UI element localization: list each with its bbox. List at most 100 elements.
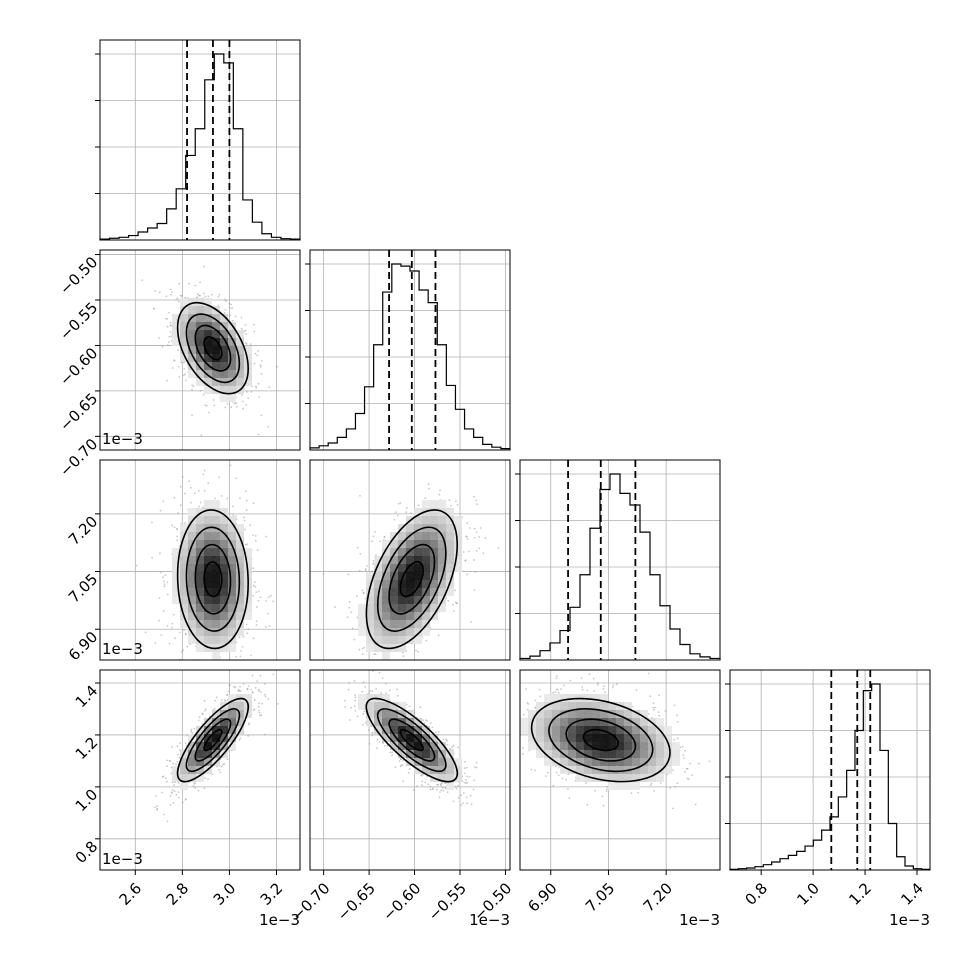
sample-point	[163, 580, 165, 583]
sample-point	[452, 800, 455, 803]
density-cell	[180, 548, 188, 556]
density-cell	[212, 742, 220, 750]
density-cell	[406, 572, 414, 580]
sample-point	[264, 695, 267, 698]
sample-point	[473, 527, 476, 530]
sample-point	[228, 683, 231, 686]
density-cell	[172, 548, 180, 556]
density-cell	[212, 750, 220, 758]
density-cell	[228, 370, 236, 378]
sample-point	[183, 368, 186, 370]
density-cell	[414, 580, 422, 588]
density-cell	[414, 604, 422, 612]
sample-point	[348, 682, 350, 685]
sample-point	[250, 391, 253, 393]
sample-point	[252, 584, 255, 587]
density-cell	[188, 532, 196, 540]
sample-point	[473, 536, 476, 539]
density-cell	[382, 540, 390, 548]
density-cell	[180, 572, 188, 580]
sample-point	[250, 688, 252, 691]
sample-point	[259, 714, 261, 717]
sample-point	[359, 494, 361, 497]
density-cell	[228, 516, 236, 524]
density-cell	[366, 588, 374, 596]
density-cell	[220, 572, 228, 580]
sample-point	[251, 691, 254, 693]
sample-point	[439, 791, 441, 793]
sample-point	[265, 626, 267, 628]
density-cell	[374, 588, 382, 596]
sample-point	[272, 600, 275, 603]
sample-point	[169, 324, 172, 327]
sample-point	[362, 723, 364, 726]
density-cell	[406, 580, 414, 588]
scatter-layer	[154, 670, 300, 823]
density-cell	[220, 370, 228, 378]
density-cell	[244, 612, 252, 620]
density-cell	[228, 710, 236, 718]
sample-point	[258, 396, 261, 398]
sample-point	[371, 676, 373, 678]
sample-point	[220, 765, 223, 768]
sample-point	[185, 633, 187, 636]
density-cell	[390, 596, 398, 604]
density-cell	[220, 516, 228, 524]
density-cell	[196, 508, 204, 516]
density-cell	[204, 628, 212, 636]
density-cell	[438, 516, 446, 524]
density-cell	[446, 540, 454, 548]
sample-point	[161, 576, 164, 579]
sample-point	[258, 590, 260, 593]
sample-point	[159, 552, 161, 555]
sample-point	[177, 349, 180, 352]
y-tick-label: 7.05	[65, 570, 101, 606]
density-cell	[196, 572, 204, 580]
density-cell	[220, 524, 228, 532]
sample-point	[171, 746, 174, 748]
sample-point	[169, 288, 172, 291]
sample-point	[159, 509, 162, 512]
density-cell	[374, 644, 382, 652]
sample-point	[247, 628, 250, 631]
sample-point	[229, 314, 231, 317]
density-cell	[204, 370, 212, 378]
sample-point	[229, 464, 232, 467]
sample-point	[398, 666, 400, 668]
sample-point	[420, 774, 423, 777]
sample-point	[201, 663, 203, 665]
sample-point	[217, 296, 220, 298]
sample-point	[497, 547, 500, 549]
sample-point	[473, 589, 476, 591]
density-cell	[422, 532, 430, 540]
density-cell	[220, 580, 228, 588]
sample-point	[464, 782, 467, 785]
density-cell	[188, 774, 196, 782]
density-cell	[172, 330, 180, 338]
sample-point	[473, 495, 475, 498]
density-cell	[446, 508, 454, 516]
y-tick-label: 6.90	[65, 628, 101, 664]
density-cell	[212, 314, 220, 322]
density-cell	[220, 386, 228, 394]
density-cell	[212, 564, 220, 572]
sample-point	[402, 780, 404, 783]
sample-point	[246, 667, 248, 669]
sample-point	[371, 731, 373, 734]
sample-point	[212, 673, 214, 675]
density-cell	[196, 580, 204, 588]
sample-point	[215, 674, 217, 676]
density-cell	[188, 580, 196, 588]
contour-3	[176, 697, 249, 783]
sample-point	[199, 389, 202, 392]
density-cell	[196, 742, 204, 750]
y-tick-label: 0.8	[72, 837, 102, 867]
density-cell	[236, 612, 244, 620]
density-cell	[204, 604, 212, 612]
density-cell	[204, 572, 212, 580]
density-cell	[204, 580, 212, 588]
sample-point	[175, 763, 177, 765]
sample-point	[402, 651, 404, 654]
contour-2	[185, 313, 241, 384]
sample-point	[172, 801, 175, 804]
